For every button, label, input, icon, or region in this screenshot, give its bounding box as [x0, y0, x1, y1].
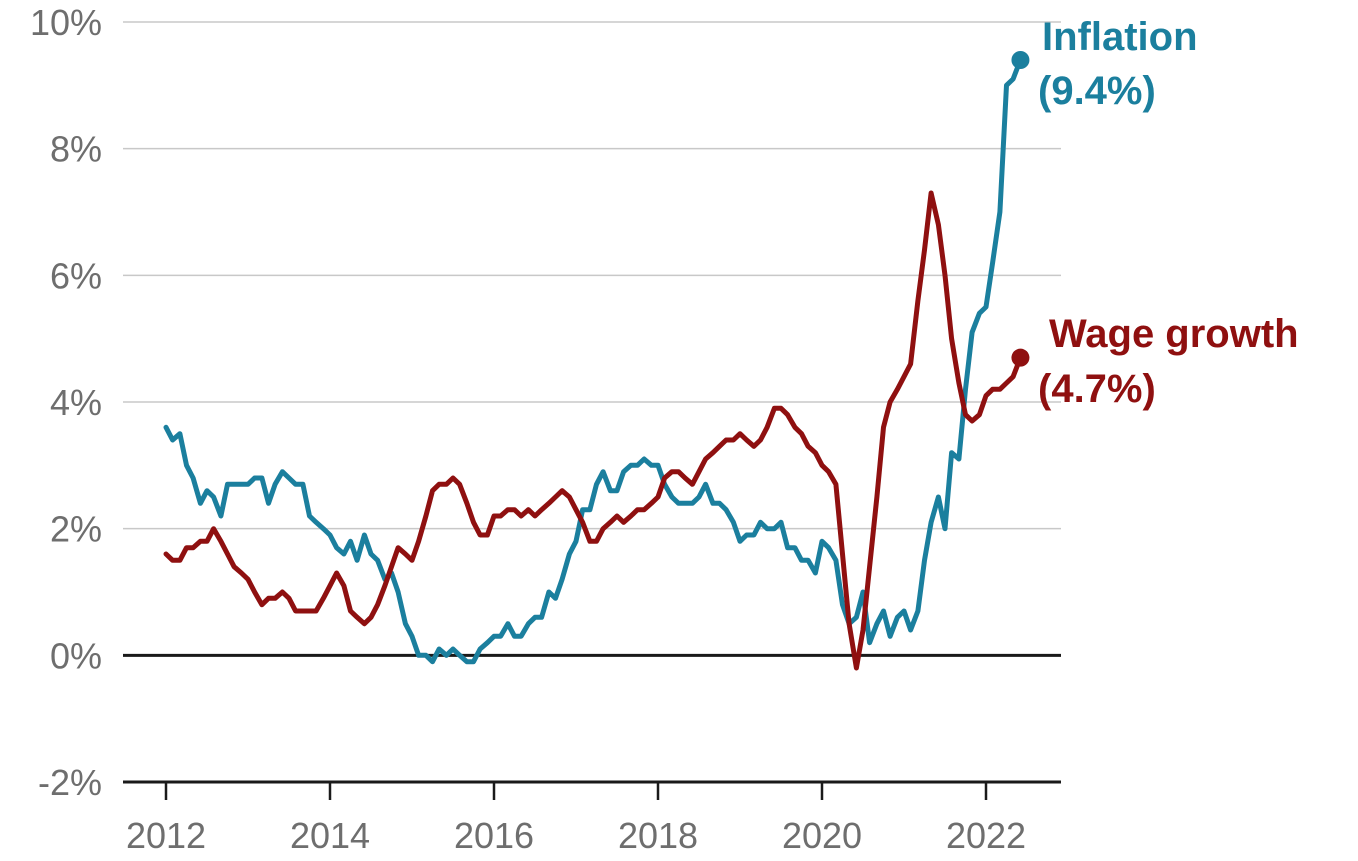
y-tick-label: -2%	[38, 762, 102, 803]
x-tick-label: 2016	[454, 815, 534, 856]
wage-end-point	[1011, 348, 1030, 367]
y-tick-label: 6%	[50, 255, 102, 296]
series-lines	[163, 57, 1023, 671]
x-tick-label: 2012	[126, 815, 206, 856]
x-axis	[164, 782, 988, 800]
wage-series-value: (4.7%)	[1038, 367, 1156, 411]
x-tick-label: 2022	[946, 815, 1026, 856]
y-tick-label: 0%	[50, 635, 102, 676]
x-tick-label: 2014	[290, 815, 370, 856]
y-tick-label: 2%	[50, 509, 102, 550]
wage-series-label: Wage growth	[1049, 312, 1299, 356]
y-axis-gridlines	[123, 21, 1061, 784]
y-axis-tick-labels: -2% 0% 2% 4% 6% 8% 10%	[30, 2, 102, 803]
series-end-markers	[1011, 51, 1030, 367]
x-tick-label: 2018	[618, 815, 698, 856]
y-tick-label: 4%	[50, 382, 102, 423]
y-tick-label: 8%	[50, 129, 102, 170]
x-axis-tick-labels: 2012 2014 2016 2018 2020 2022	[126, 815, 1026, 856]
inflation-end-point	[1011, 51, 1030, 69]
inflation-series-value: (9.4%)	[1038, 69, 1156, 113]
wage-line	[163, 190, 1023, 671]
inflation-series-label: Inflation	[1042, 15, 1198, 59]
inflation-line	[163, 57, 1023, 665]
y-tick-label: 10%	[30, 2, 102, 43]
x-tick-label: 2020	[782, 815, 862, 856]
